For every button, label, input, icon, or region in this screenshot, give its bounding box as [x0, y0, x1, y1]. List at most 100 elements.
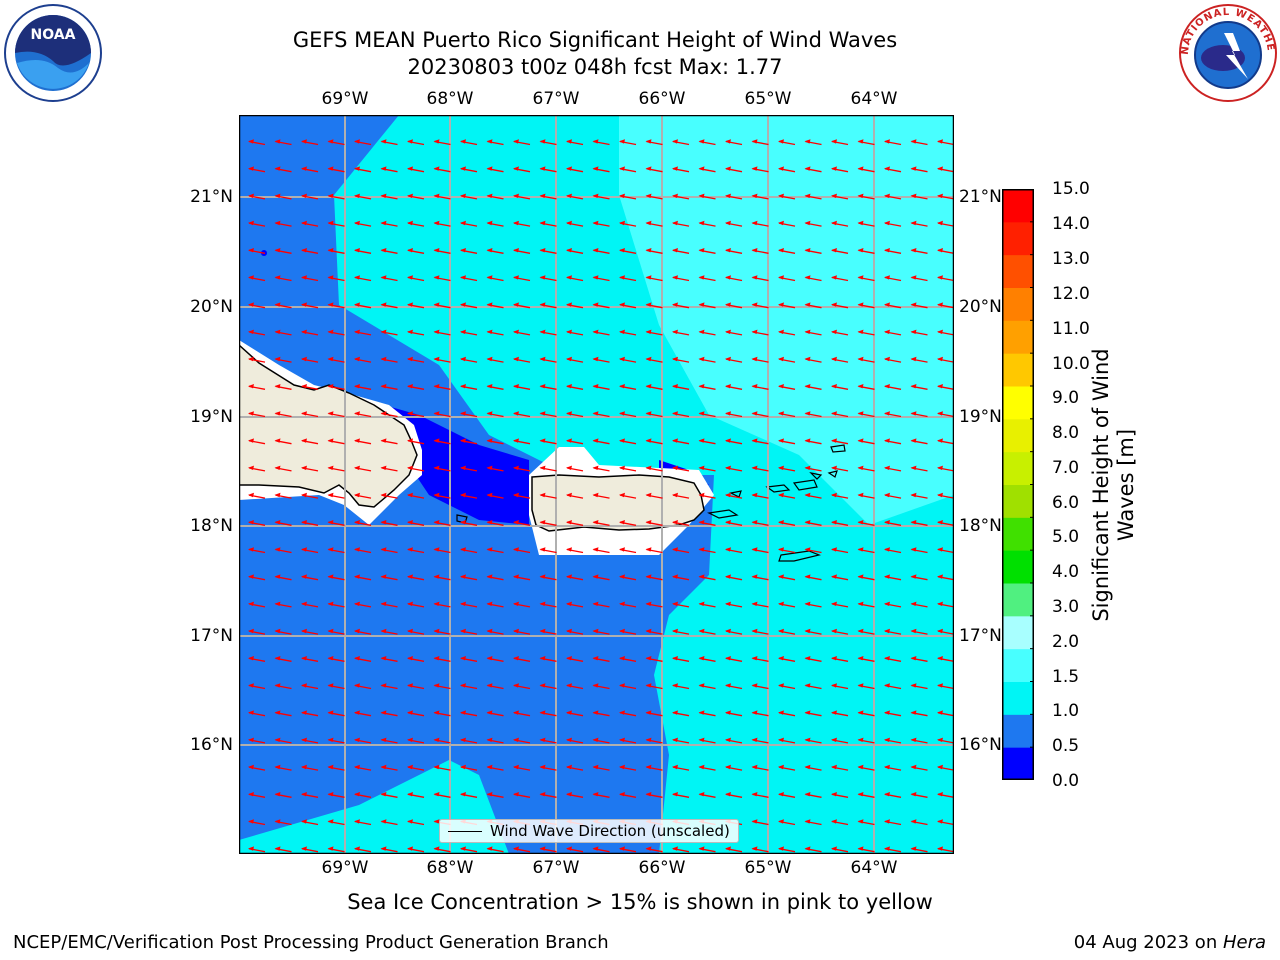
wave-direction-arrow: [539, 275, 557, 282]
wave-direction-arrow: [248, 656, 266, 662]
colorbar-swatch: [1002, 550, 1034, 584]
wave-direction-arrow: [433, 764, 451, 771]
wave-direction-arrow: [831, 275, 849, 282]
wave-direction-arrow: [857, 547, 875, 554]
wave-direction-arrow: [274, 764, 292, 771]
wave-direction-arrow: [698, 710, 716, 717]
wave-direction-arrow: [407, 683, 425, 690]
culebra-island: [729, 490, 742, 498]
wave-direction-arrow: [539, 193, 557, 200]
lon-tick-top-65w: 65°W: [744, 89, 792, 109]
wave-direction-arrow: [248, 220, 266, 227]
lat-tick-left-21n: 21°N: [190, 187, 233, 207]
wave-direction-arrow: [884, 628, 902, 635]
wave-direction-arrow: [592, 574, 610, 581]
wave-direction-arrow: [380, 248, 398, 254]
wave-direction-arrow: [407, 329, 425, 336]
wave-direction-arrow: [460, 220, 478, 227]
wave-direction-arrow: [248, 520, 266, 526]
wave-direction-arrow: [698, 656, 716, 662]
wave-direction-arrow: [407, 574, 425, 581]
wave-direction-arrow: [778, 574, 796, 581]
wave-direction-arrow: [248, 628, 266, 635]
wave-direction-arrow: [910, 193, 928, 200]
wave-direction-arrow: [937, 547, 955, 554]
wave-direction-arrow: [486, 139, 504, 146]
wave-direction-arrow: [380, 438, 398, 445]
lon-tick-bottom-65w: 65°W: [744, 858, 792, 878]
wave-direction-arrow: [539, 764, 557, 771]
wave-direction-arrow: [354, 275, 372, 282]
wave-direction-arrow: [513, 764, 531, 771]
wave-direction-arrow: [910, 792, 928, 798]
wave-direction-arrow: [698, 438, 716, 445]
wave-direction-arrow: [910, 384, 928, 390]
wave-direction-arrow: [380, 275, 398, 282]
wave-direction-arrow: [539, 302, 557, 309]
wave-direction-arrow: [407, 492, 425, 499]
wave-direction-arrow: [831, 356, 849, 363]
wave-direction-arrow: [937, 411, 955, 418]
wave-direction-arrow: [354, 465, 372, 472]
wave-direction-arrow: [804, 846, 822, 853]
lon-tick-bottom-68w: 68°W: [426, 858, 474, 878]
wave-direction-arrow: [937, 683, 955, 690]
wave-direction-arrow: [831, 520, 849, 526]
wave-direction-arrow: [354, 547, 372, 554]
wave-direction-arrow: [910, 628, 928, 635]
wave-direction-arrow: [592, 792, 610, 798]
wave-direction-arrow: [592, 520, 610, 526]
wave-direction-arrow: [274, 792, 292, 798]
wave-direction-arrow: [804, 574, 822, 581]
wave-direction-arrow: [301, 574, 319, 581]
wave-direction-arrow: [327, 220, 345, 227]
wave-direction-arrow: [831, 329, 849, 336]
wave-direction-arrow: [698, 601, 716, 608]
wave-direction-arrow: [698, 764, 716, 771]
wave-direction-arrow: [884, 819, 902, 826]
wave-direction-arrow: [380, 220, 398, 227]
wave-direction-arrow: [407, 737, 425, 744]
svg-text:NOAA: NOAA: [31, 27, 76, 43]
virgin-islands: [765, 470, 838, 493]
wave-direction-arrow: [884, 438, 902, 445]
lat-tick-right-18n: 18°N: [959, 516, 1002, 536]
wave-direction-arrow: [698, 275, 716, 282]
lon-tick-top-67w: 67°W: [532, 89, 580, 109]
wave-direction-arrow: [672, 275, 690, 282]
puerto-rico-land: [531, 474, 705, 532]
wave-direction-arrow: [380, 547, 398, 554]
wave-direction-arrow: [513, 384, 531, 390]
wave-direction-arrow: [566, 465, 584, 472]
wave-direction-arrow: [592, 628, 610, 635]
wave-direction-arrow: [645, 465, 663, 472]
wave-direction-arrow: [884, 737, 902, 744]
wave-direction-arrow: [248, 465, 266, 472]
wave-direction-arrow: [672, 601, 690, 608]
wave-direction-arrow: [486, 220, 504, 227]
wave-direction-arrow: [725, 710, 743, 717]
wave-direction-arrow: [433, 628, 451, 635]
wave-direction-arrow: [804, 819, 822, 826]
wave-direction-arrow: [354, 438, 372, 445]
wave-direction-arrow: [380, 819, 398, 826]
wave-direction-arrow: [486, 492, 504, 499]
wave-direction-arrow: [592, 193, 610, 200]
wave-direction-arrow: [566, 438, 584, 445]
wave-direction-arrow: [407, 764, 425, 771]
lon-tick-top-64w: 64°W: [850, 89, 898, 109]
wave-direction-arrow: [433, 656, 451, 662]
wave-direction-arrow: [884, 220, 902, 227]
wave-direction-arrow: [910, 139, 928, 146]
wave-direction-arrow: [274, 248, 292, 254]
wave-direction-arrow: [778, 737, 796, 744]
wave-direction-arrow: [566, 139, 584, 146]
wave-direction-arrow: [645, 492, 663, 499]
wave-direction-arrow: [804, 248, 822, 254]
wave-direction-arrow: [910, 220, 928, 227]
wave-direction-arrow: [592, 547, 610, 554]
wave-direction-arrow: [937, 139, 955, 146]
wave-direction-arrow: [592, 601, 610, 608]
wave-direction-arrow: [910, 465, 928, 472]
wave-direction-arrow: [884, 465, 902, 472]
